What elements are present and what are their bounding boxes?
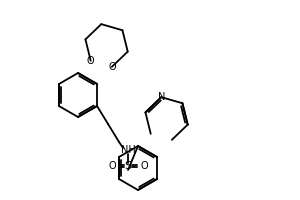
Text: N: N bbox=[158, 92, 165, 102]
Text: O: O bbox=[140, 161, 148, 171]
Text: O: O bbox=[108, 161, 116, 171]
Text: S: S bbox=[124, 161, 132, 171]
Text: O: O bbox=[87, 56, 94, 66]
Text: NH: NH bbox=[121, 145, 135, 155]
Text: O: O bbox=[108, 62, 116, 72]
